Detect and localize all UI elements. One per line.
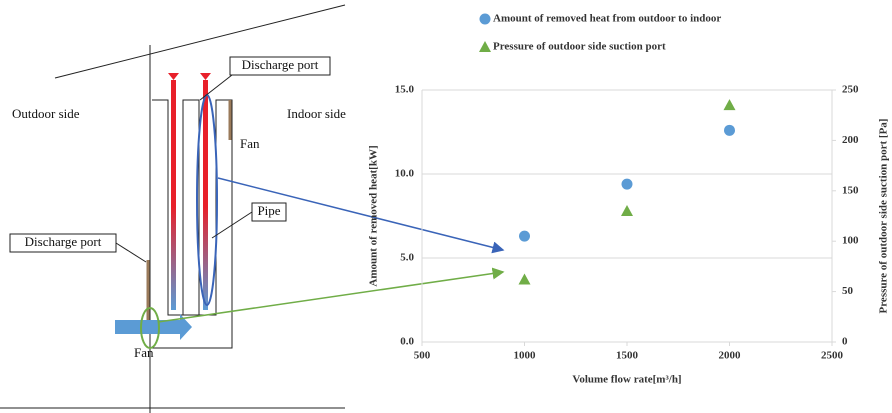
pipe-tip: [168, 73, 211, 80]
y2-tick-label: 250: [842, 84, 859, 96]
device-frame: [152, 100, 232, 348]
x-tick-label: 2000: [719, 350, 742, 362]
legend-marker: [480, 14, 491, 25]
y2-tick-label: 100: [842, 235, 859, 247]
diagram-label: Fan: [134, 345, 154, 360]
x-tick-label: 1500: [616, 350, 639, 362]
x-tick-label: 2500: [821, 350, 844, 362]
diagram-label: Outdoor side: [12, 106, 80, 121]
leader: [116, 243, 146, 262]
pipe: [203, 80, 208, 310]
diagram-label: Pipe: [257, 203, 280, 218]
x-tick-label: 1000: [514, 350, 537, 362]
point: [622, 179, 633, 190]
figure: Outdoor side Indoor side Discharge port …: [0, 0, 892, 413]
y-tick-label: 10.0: [395, 168, 415, 180]
flow-arrow: [115, 314, 192, 340]
point: [519, 231, 530, 242]
y2-axis-label: Pressure of outdoor side suction port [P…: [878, 119, 890, 314]
y-tick-label: 15.0: [395, 84, 415, 96]
point: [519, 274, 531, 285]
legend-label: Amount of removed heat from outdoor to i…: [493, 13, 721, 25]
callout-arrow: [158, 272, 503, 322]
y-tick-label: 5.0: [400, 252, 414, 264]
x-axis-label: Volume flow rate[m³/h]: [572, 374, 681, 386]
diagram-label: Indoor side: [287, 106, 346, 121]
y2-tick-label: 50: [842, 285, 854, 297]
y2-tick-label: 150: [842, 184, 859, 196]
legend-label: Pressure of outdoor side suction port: [493, 41, 666, 53]
diagram-label: Discharge port: [242, 57, 319, 72]
point: [724, 125, 735, 136]
legend-marker: [479, 41, 491, 52]
y-axis-label: Amount of removed heat[kW]: [368, 145, 380, 286]
y2-tick-label: 0: [842, 336, 848, 348]
y-tick-label: 0.0: [400, 336, 414, 348]
y2-tick-label: 200: [842, 134, 859, 146]
diagram-label: Fan: [240, 136, 260, 151]
x-tick-label: 500: [414, 350, 431, 362]
point: [724, 99, 736, 110]
point: [621, 205, 633, 216]
diagram-label: Discharge port: [25, 234, 102, 249]
pipe: [171, 80, 176, 310]
